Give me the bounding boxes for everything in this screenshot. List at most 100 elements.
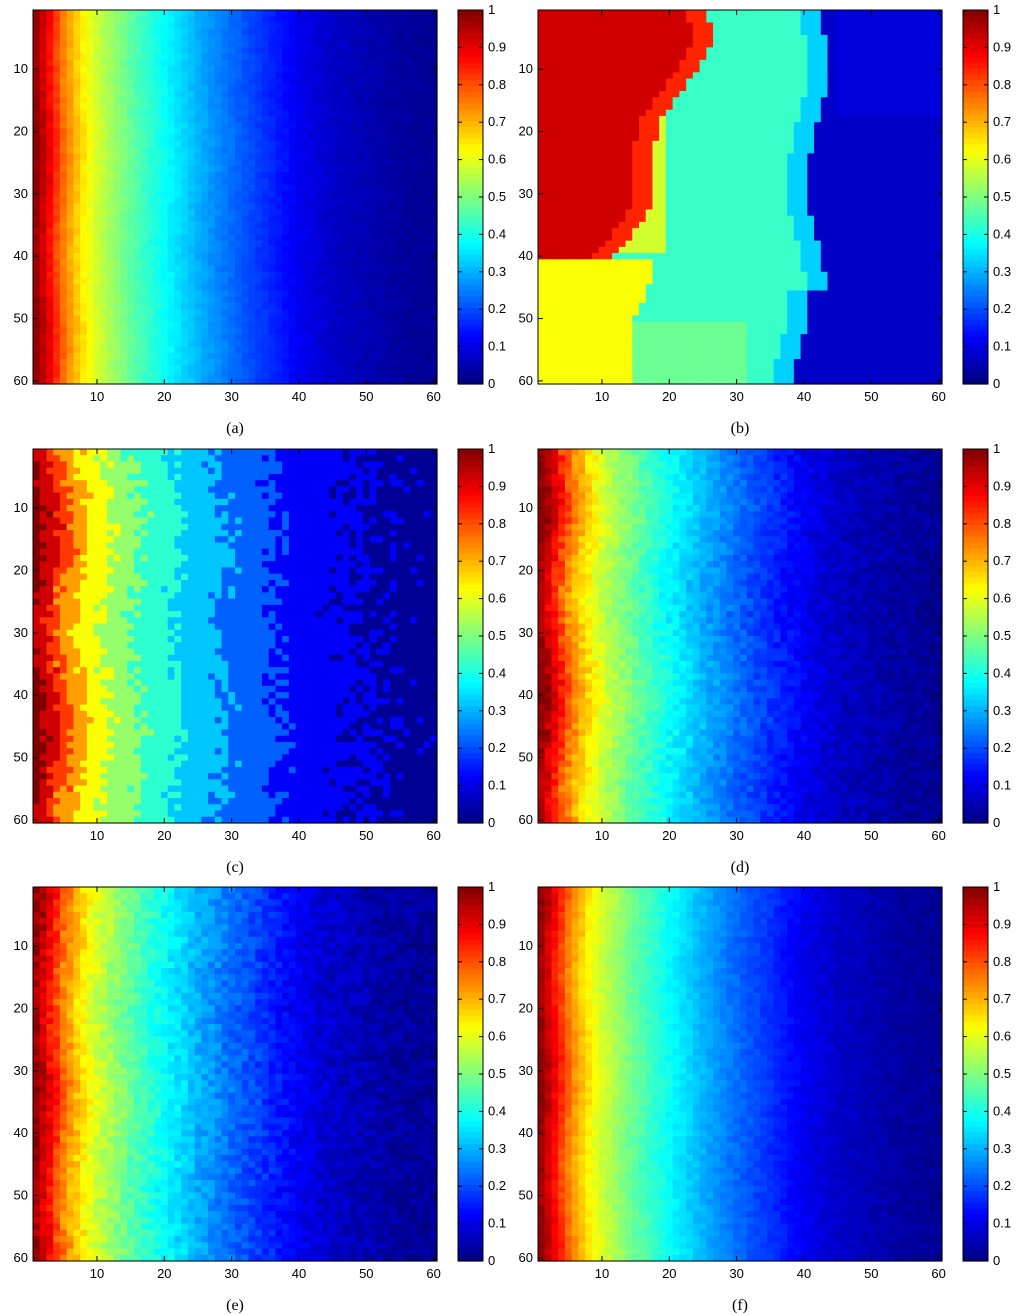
heatmap-cell [370,328,377,335]
heatmap-cell [141,309,148,316]
heatmap-cell [107,35,114,42]
heatmap-cell [195,284,202,291]
heatmap-cell [255,315,262,322]
heatmap-cell [592,35,599,42]
heatmap-cell [147,35,154,42]
heatmap-cell [329,278,336,285]
heatmap-cell [323,91,330,98]
heatmap-cell [390,272,397,279]
heatmap-cell [195,60,202,67]
heatmap-cell [693,66,700,73]
heatmap-cell [100,153,107,160]
heatmap-cell [403,278,410,285]
heatmap-cell [868,72,875,79]
heatmap-cell [370,153,377,160]
heatmap-cell [316,197,323,204]
heatmap-cell [309,16,316,23]
heatmap-cell [302,116,309,123]
heatmap-cell [248,79,255,86]
heatmap-cell [289,365,296,372]
heatmap-cell [53,160,60,167]
heatmap-cell [316,303,323,310]
heatmap-cell [107,309,114,316]
heatmap-cell [652,72,659,79]
heatmap-cell [195,135,202,142]
heatmap-cell [40,322,47,329]
heatmap-cell [545,60,552,67]
heatmap-cell [875,110,882,117]
heatmap-cell [100,60,107,67]
heatmap-cell [700,72,707,79]
heatmap-cell [73,197,80,204]
heatmap-cell [329,340,336,347]
heatmap-cell [572,116,579,123]
heatmap-cell [592,104,599,111]
heatmap-cell [195,79,202,86]
heatmap-cell [215,16,222,23]
heatmap-cell [181,166,188,173]
heatmap-cell [73,122,80,129]
heatmap-cell [33,41,40,48]
heatmap-cell [841,22,848,29]
heatmap-cell [316,278,323,285]
heatmap-cell [417,228,424,235]
heatmap-cell [767,22,774,29]
heatmap-cell [228,284,235,291]
heatmap-cell [282,116,289,123]
heatmap-cell [747,41,754,48]
heatmap-cell [376,97,383,104]
heatmap-cell [80,47,87,54]
heatmap-cell [248,197,255,204]
heatmap-cell [141,153,148,160]
heatmap-cell [915,79,922,86]
heatmap-cell [565,135,572,142]
heatmap-cell [289,315,296,322]
heatmap-cell [329,247,336,254]
heatmap-cell [208,166,215,173]
heatmap-cell [174,85,181,92]
heatmap-cell [713,35,720,42]
heatmap-cell [262,309,269,316]
heatmap-cell [208,365,215,372]
heatmap-cell [902,16,909,23]
heatmap-cell [706,97,713,104]
heatmap-cell [403,203,410,210]
heatmap-cell [572,22,579,29]
heatmap-cell [242,122,249,129]
heatmap-cell [424,328,431,335]
heatmap-cell [134,16,141,23]
heatmap-cell [336,284,343,291]
heatmap-cell [558,79,565,86]
heatmap-cell [127,178,134,185]
heatmap-cell [343,303,350,310]
heatmap-cell [801,79,808,86]
heatmap-cell [309,160,316,167]
heatmap-cell [46,72,53,79]
heatmap-cell [356,172,363,179]
heatmap-cell [100,110,107,117]
heatmap-cell [33,372,40,379]
heatmap-cell [639,72,646,79]
heatmap-cell [67,222,74,229]
heatmap-cell [848,91,855,98]
heatmap-cell [242,203,249,210]
heatmap-cell [282,97,289,104]
heatmap-cell [888,110,895,117]
heatmap-cell [127,116,134,123]
heatmap-cell [275,278,282,285]
heatmap-cell [323,266,330,273]
heatmap-cell [134,259,141,266]
heatmap-cell [356,104,363,111]
heatmap-cell [323,209,330,216]
heatmap-cell [363,328,370,335]
heatmap-cell [370,297,377,304]
heatmap-cell [794,110,801,117]
heatmap-cell [639,135,646,142]
heatmap-cell [141,128,148,135]
heatmap-cell [309,47,316,54]
heatmap-cell [33,322,40,329]
heatmap-cell [73,72,80,79]
heatmap-cell [242,228,249,235]
heatmap-cell [316,110,323,117]
heatmap-cell [296,66,303,73]
